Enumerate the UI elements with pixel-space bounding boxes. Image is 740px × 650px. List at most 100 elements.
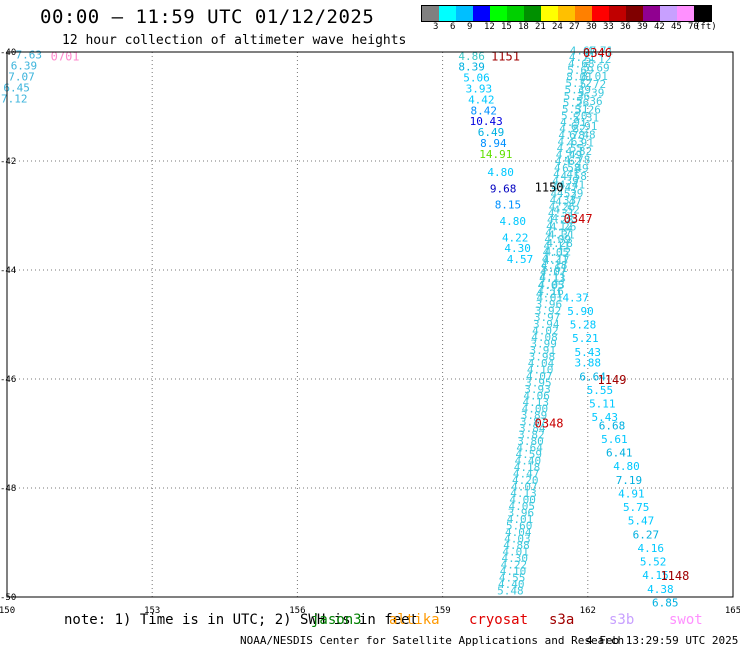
wave-height-value: 7.19 — [616, 474, 643, 487]
swath-band-value: 4.21 — [536, 287, 563, 300]
pass-time-label: 0346 — [583, 46, 612, 60]
wave-height-value: 5.61 — [601, 433, 628, 446]
swath-band-value: 3.93 — [524, 383, 551, 396]
swath-band-value: 4.58 — [560, 170, 587, 183]
map-frame — [6, 51, 734, 598]
lon-tick-label: 159 — [434, 606, 450, 616]
satellite-s3a: s3a — [549, 612, 575, 628]
swath-band-value: 5.60 — [506, 519, 533, 532]
swath-band-value: 4.28 — [546, 237, 573, 250]
map-subtitle: 12 hour collection of altimeter wave hei… — [62, 33, 407, 48]
swath-band-value: 3.82 — [518, 428, 545, 441]
swath-band-value: 4.31 — [548, 229, 575, 242]
swath-band-value: 4.67 — [570, 45, 597, 58]
swath-band-value: 4.33 — [550, 194, 577, 207]
swath-band-value: 4.08 — [531, 331, 558, 344]
swath-band-value: 3.98 — [529, 350, 556, 363]
legend-swatch — [626, 6, 643, 21]
wave-height-value: 3.93 — [466, 83, 493, 96]
swath-band-value: 3.99 — [530, 337, 557, 350]
wave-height-value: 9.68 — [490, 182, 517, 195]
swath-band-value: 3.84 — [519, 422, 546, 435]
swath-band-value: 4.03 — [538, 279, 565, 292]
legend-swatch — [541, 6, 558, 21]
swath-band-value: 4.82 — [559, 123, 586, 136]
swath-band-value: 4.63 — [557, 136, 584, 149]
swath-band-value: 4.10 — [500, 565, 527, 578]
wave-height-value: 4.16 — [637, 542, 664, 555]
swath-band-value: 3.97 — [534, 311, 561, 324]
wave-height-value: 6.41 — [606, 447, 633, 460]
generation-timestamp: 4 Feb 13:29:59 UTC 2025 — [586, 634, 739, 647]
swath-band-value: 8.01 — [581, 70, 608, 83]
pass-time-label: 1150 — [535, 181, 564, 195]
swath-band-value: 4.09 — [544, 233, 571, 246]
wave-height-value: 7.12 — [1, 92, 28, 105]
swath-band-value: 4.17 — [545, 227, 572, 240]
wave-height-value: 4.38 — [647, 583, 674, 596]
swath-band-value: 4.18 — [541, 259, 568, 272]
swath-band-value: 4.05 — [508, 500, 535, 513]
satellite-altika: altika — [389, 612, 440, 628]
swath-band-value: 5.39 — [564, 84, 591, 97]
swath-band-value: 3.89 — [521, 409, 548, 422]
legend-swatch — [694, 6, 711, 21]
swath-band-value: 4.39 — [557, 187, 584, 200]
swath-band-value: 4.01 — [536, 292, 563, 305]
swath-band-value: 4.78 — [564, 153, 591, 166]
lon-tick-label: 165 — [725, 606, 740, 616]
swath-band-value: 4.10 — [527, 363, 554, 376]
satellite-cryosat: cryosat — [469, 612, 529, 628]
swath-band-value: 4.71 — [569, 51, 596, 64]
legend-label: 3 — [433, 22, 439, 32]
legend-swatch — [609, 6, 626, 21]
wave-height-value: 5.43 — [591, 411, 618, 424]
legend-label: (ft) — [695, 22, 717, 32]
swath-band-value: 5.12 — [585, 53, 612, 66]
wave-height-value: 5.43 — [575, 346, 602, 359]
pass-time-label: 1151 — [491, 49, 520, 63]
wave-height-value: 6.68 — [599, 419, 626, 432]
color-scale-bar — [421, 5, 712, 22]
wave-height-value: 7.07 — [8, 71, 35, 84]
swath-band-value: 5.20 — [561, 110, 588, 123]
swath-band-value: 4.07 — [511, 480, 538, 493]
swath-band-value: 5.48 — [497, 584, 524, 597]
wave-height-value: 5.47 — [628, 515, 655, 528]
legend-label: 42 — [654, 22, 665, 32]
lon-tick-label: 156 — [289, 606, 305, 616]
satellite-swot: swot — [669, 612, 703, 628]
swath-band-value: 4.30 — [501, 552, 528, 565]
swath-band-value: 4.91 — [560, 116, 587, 129]
legend-swatch — [422, 6, 439, 21]
legend-swatch — [677, 6, 694, 21]
legend-label: 27 — [569, 22, 580, 32]
legend-label: 18 — [518, 22, 529, 32]
swath-band-value: 5.31 — [573, 112, 600, 125]
wave-height-value: 6.27 — [633, 528, 660, 541]
swath-band-value: 3.96 — [536, 298, 563, 311]
wave-height-value: 4.91 — [618, 487, 645, 500]
swath-band-value: 4.31 — [548, 207, 575, 220]
swath-band-value: 5.36 — [576, 95, 603, 108]
lat-tick-label: -42 — [0, 157, 16, 167]
legend-label: 36 — [620, 22, 631, 32]
swath-band-value: 4.49 — [556, 149, 583, 162]
swath-band-value: 4.05 — [543, 246, 570, 259]
swath-band-value: 4.11 — [543, 240, 570, 253]
swath-band-value: 4.62 — [555, 155, 582, 168]
swath-band-value: 4.20 — [512, 474, 539, 487]
swath-band-value: 5.72 — [565, 77, 592, 90]
lat-tick-label: -50 — [0, 593, 16, 603]
wave-height-value: 5.28 — [570, 319, 597, 332]
wave-height-value: 4.80 — [613, 460, 640, 473]
legend-label: 15 — [501, 22, 512, 32]
swath-band-value: 4.47 — [513, 467, 540, 480]
swath-band-value: 4.40 — [498, 578, 525, 591]
legend-swatch — [524, 6, 541, 21]
swath-band-value: 4.68 — [568, 58, 595, 71]
swath-band-value: 4.00 — [509, 493, 536, 506]
pass-time-label: 0701 — [51, 49, 80, 63]
wave-height-value: 5.11 — [589, 398, 616, 411]
